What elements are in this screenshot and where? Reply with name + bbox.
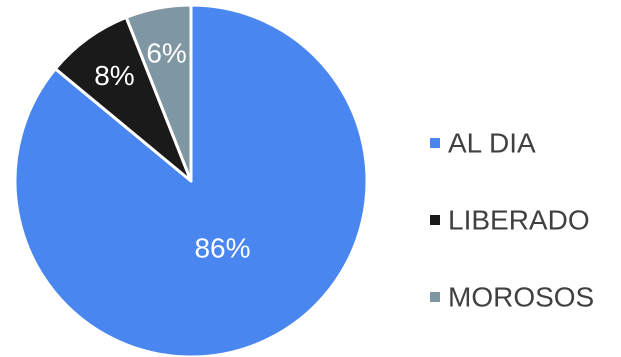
legend-swatch-liberado: [430, 215, 440, 225]
pie-slice-morosos: [124, 3, 193, 183]
legend-label-liberado: LIBERADO: [448, 205, 590, 236]
pie-slice-al-dia: [13, 3, 369, 357]
pie-slice-liberado: [53, 15, 193, 183]
legend-label-al-dia: AL DIA: [448, 128, 536, 159]
pie-slices: [13, 3, 369, 357]
slice-label-al-dia: 86%: [194, 232, 250, 263]
slice-label-morosos: 6%: [146, 38, 186, 69]
pie-labels: 86% 8% 6%: [94, 38, 250, 264]
legend-label-morosos: MOROSOS: [448, 282, 594, 313]
slice-label-liberado: 8%: [94, 60, 134, 91]
legend-swatch-al-dia: [430, 138, 440, 148]
legend: AL DIA LIBERADO MOROSOS: [430, 128, 594, 313]
legend-swatch-morosos: [430, 292, 440, 302]
